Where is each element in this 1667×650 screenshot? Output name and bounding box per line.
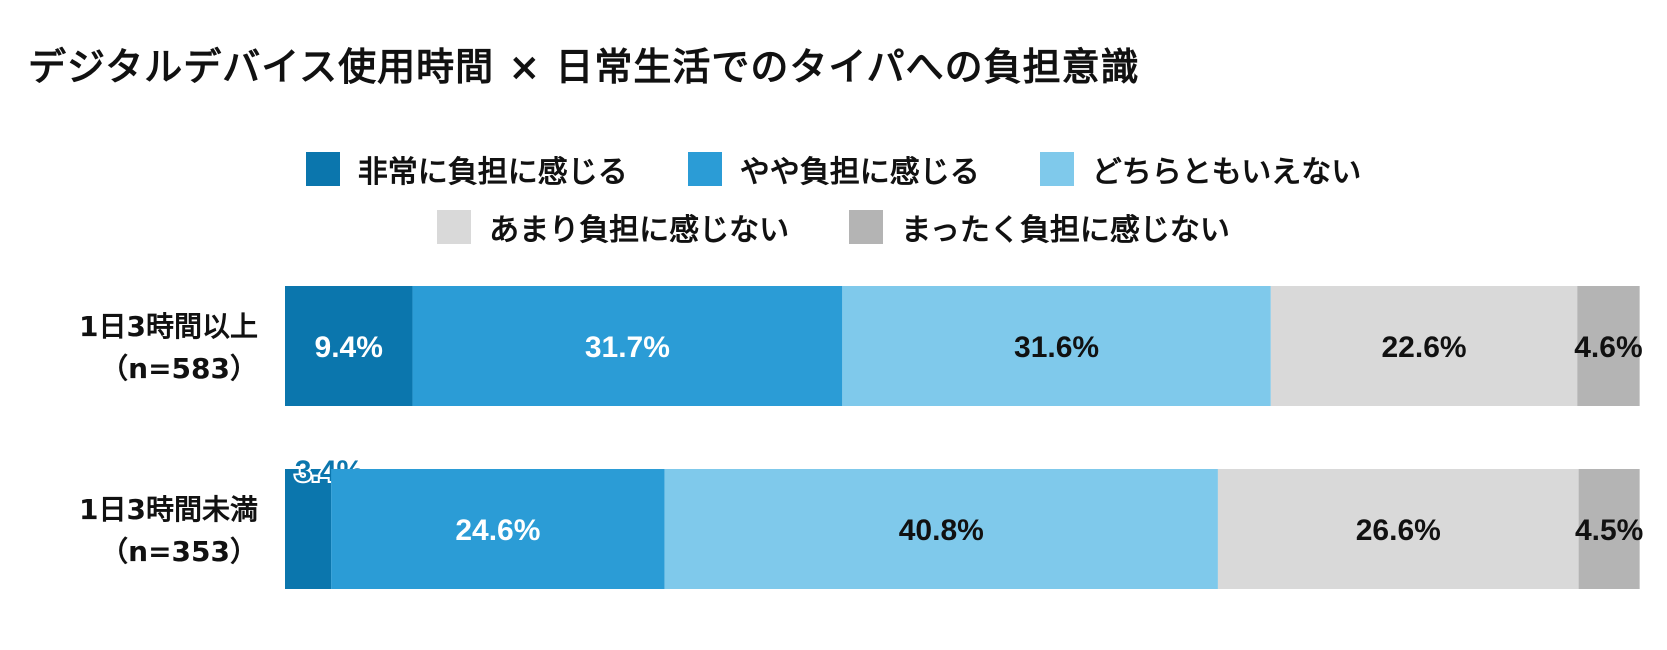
bar-segment <box>331 469 665 589</box>
data-label: 40.8% <box>899 514 984 547</box>
data-label: 4.6% <box>1574 331 1642 364</box>
legend-row-1: 非常に負担に感じる やや負担に感じる どちらともいえない <box>0 140 1667 198</box>
bar-segment <box>664 469 1218 589</box>
legend-item-neutral: どちらともいえない <box>1039 147 1362 191</box>
data-label: 22.6% <box>1382 331 1467 364</box>
legend-label: やや負担に感じる <box>739 155 980 190</box>
legend: 非常に負担に感じる やや負担に感じる どちらともいえない あまり負担に感じない … <box>0 140 1667 256</box>
chart-title: デジタルデバイス使用時間 × 日常生活でのタイパへの負担意識 <box>28 45 1140 89</box>
bar-segment <box>285 469 332 589</box>
legend-item-very-burdened: 非常に負担に感じる <box>305 147 628 191</box>
data-label: 31.6% <box>1014 331 1099 364</box>
bar-segment <box>412 286 843 406</box>
data-label: 24.6% <box>455 514 540 547</box>
bar-segment <box>1217 469 1579 589</box>
legend-swatch <box>849 210 884 244</box>
legend-label: 非常に負担に感じる <box>357 155 628 190</box>
legend-label: あまり負担に感じない <box>489 213 790 248</box>
bar-segment <box>285 286 413 406</box>
legend-item-somewhat-burdened: やや負担に感じる <box>687 147 980 191</box>
category-sample-size: （n=583） <box>100 352 258 385</box>
bar-segment <box>1577 286 1640 406</box>
legend-item-not-at-all-burdened: まったく負担に感じない <box>849 205 1230 249</box>
data-label: 9.4% <box>315 331 383 364</box>
legend-item-not-very-burdened: あまり負担に感じない <box>437 205 789 249</box>
legend-swatch <box>305 152 340 186</box>
bar-segment <box>1578 469 1640 589</box>
data-label: 31.7% <box>585 331 670 364</box>
data-label: 4.5% <box>1575 514 1643 547</box>
legend-row-2: あまり負担に感じない まったく負担に感じない <box>0 198 1667 256</box>
legend-swatch <box>687 152 722 186</box>
category-label: 1日3時間未満 <box>79 493 258 526</box>
category-sample-size: （n=353） <box>100 535 258 568</box>
category-label: 1日3時間以上 <box>79 310 258 343</box>
data-label: 26.6% <box>1356 514 1441 547</box>
legend-label: まったく負担に感じない <box>901 213 1230 248</box>
legend-swatch <box>437 210 472 244</box>
legend-label: どちらともいえない <box>1091 155 1362 190</box>
bar-segment <box>1270 286 1578 406</box>
legend-swatch <box>1039 152 1074 186</box>
bar-segment <box>842 286 1271 406</box>
